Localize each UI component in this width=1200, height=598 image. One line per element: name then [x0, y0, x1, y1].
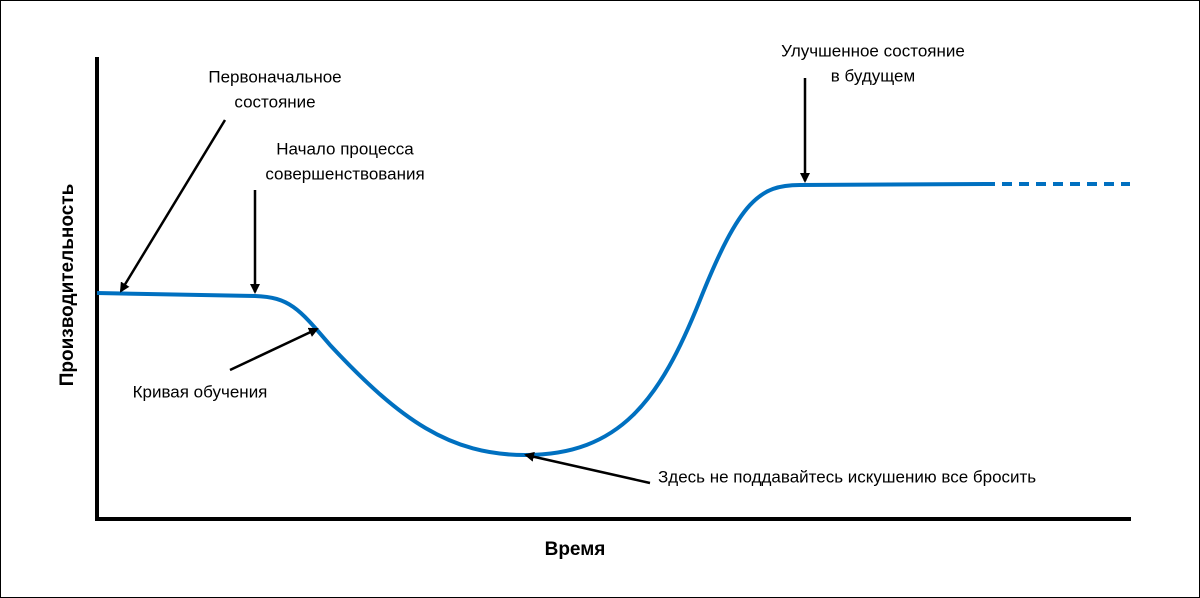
annotation: Улучшенное состояние	[781, 41, 965, 60]
curve	[96, 182, 986, 458]
x-axis-label: Время	[545, 539, 606, 560]
arrow	[119, 119, 227, 293]
annotation: Начало процесса	[276, 139, 414, 158]
annotation: Первоначальное	[208, 67, 341, 86]
y-axis-label: Производительность	[57, 184, 78, 387]
arrow	[229, 327, 319, 372]
annotation: Здесь не поддавайтесь искушению все брос…	[658, 467, 1036, 486]
annotation: в будущем	[831, 66, 915, 85]
annotation: состояние	[234, 92, 315, 111]
arrow	[524, 451, 651, 485]
annotation: Кривая обучения	[133, 382, 268, 401]
annotation: совершенствования	[265, 164, 424, 183]
